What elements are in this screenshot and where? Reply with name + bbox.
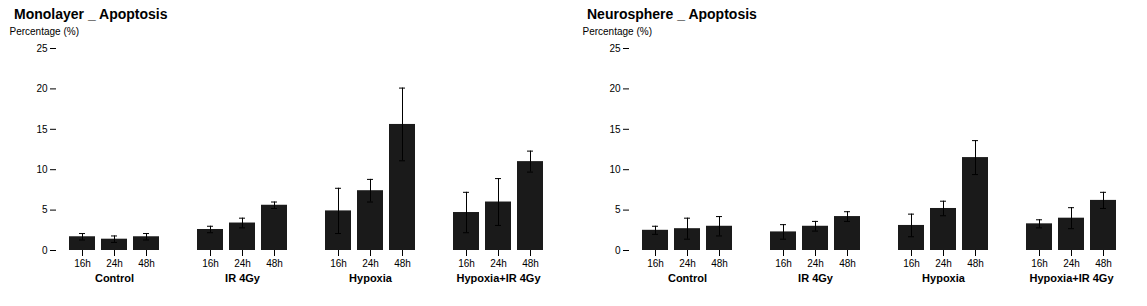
svg-text:10: 10 bbox=[36, 164, 48, 175]
svg-text:24h: 24h bbox=[935, 258, 952, 269]
svg-text:Control: Control bbox=[668, 272, 707, 284]
svg-text:5: 5 bbox=[615, 204, 621, 215]
svg-text:48h: 48h bbox=[967, 258, 984, 269]
svg-text:Control: Control bbox=[95, 272, 134, 284]
svg-text:48h: 48h bbox=[138, 258, 155, 269]
svg-text:15: 15 bbox=[36, 124, 48, 135]
svg-text:48h: 48h bbox=[266, 258, 283, 269]
svg-text:Hypoxia: Hypoxia bbox=[922, 272, 966, 284]
svg-text:10: 10 bbox=[609, 164, 621, 175]
svg-text:25: 25 bbox=[609, 43, 621, 54]
svg-text:25: 25 bbox=[36, 43, 48, 54]
svg-text:24h: 24h bbox=[234, 258, 251, 269]
svg-text:24h: 24h bbox=[490, 258, 507, 269]
svg-text:0: 0 bbox=[615, 245, 621, 256]
svg-text:16h: 16h bbox=[202, 258, 219, 269]
svg-text:24h: 24h bbox=[362, 258, 379, 269]
svg-text:0: 0 bbox=[42, 245, 48, 256]
svg-text:16h: 16h bbox=[458, 258, 475, 269]
html-text:Neurosphere _ Apoptosis: Neurosphere _ Apoptosis bbox=[587, 6, 757, 22]
svg-text:16h: 16h bbox=[903, 258, 920, 269]
svg-text:48h: 48h bbox=[839, 258, 856, 269]
svg-text:Percentage (%): Percentage (%) bbox=[583, 26, 652, 37]
svg-text:48h: 48h bbox=[711, 258, 728, 269]
svg-text:Percentage (%): Percentage (%) bbox=[10, 26, 79, 37]
svg-text:24h: 24h bbox=[679, 258, 696, 269]
svg-text:Hypoxia+IR 4Gy: Hypoxia+IR 4Gy bbox=[456, 272, 541, 284]
svg-text:15: 15 bbox=[609, 124, 621, 135]
svg-text:24h: 24h bbox=[1063, 258, 1080, 269]
svg-text:20: 20 bbox=[609, 83, 621, 94]
svg-text:48h: 48h bbox=[522, 258, 539, 269]
svg-text:16h: 16h bbox=[647, 258, 664, 269]
svg-text:Hypoxia: Hypoxia bbox=[349, 272, 393, 284]
svg-text:20: 20 bbox=[36, 83, 48, 94]
svg-text:5: 5 bbox=[42, 204, 48, 215]
svg-text:24h: 24h bbox=[807, 258, 824, 269]
svg-text:48h: 48h bbox=[394, 258, 411, 269]
svg-text:16h: 16h bbox=[775, 258, 792, 269]
svg-text:IR 4Gy: IR 4Gy bbox=[225, 272, 261, 284]
svg-text:16h: 16h bbox=[1031, 258, 1048, 269]
svg-text:Hypoxia+IR 4Gy: Hypoxia+IR 4Gy bbox=[1029, 272, 1114, 284]
svg-text:IR 4Gy: IR 4Gy bbox=[798, 272, 834, 284]
svg-text:16h: 16h bbox=[74, 258, 91, 269]
svg-text:16h: 16h bbox=[330, 258, 347, 269]
html-text:Monolayer _ Apoptosis: Monolayer _ Apoptosis bbox=[14, 6, 168, 22]
svg-text:48h: 48h bbox=[1095, 258, 1112, 269]
svg-text:24h: 24h bbox=[106, 258, 123, 269]
